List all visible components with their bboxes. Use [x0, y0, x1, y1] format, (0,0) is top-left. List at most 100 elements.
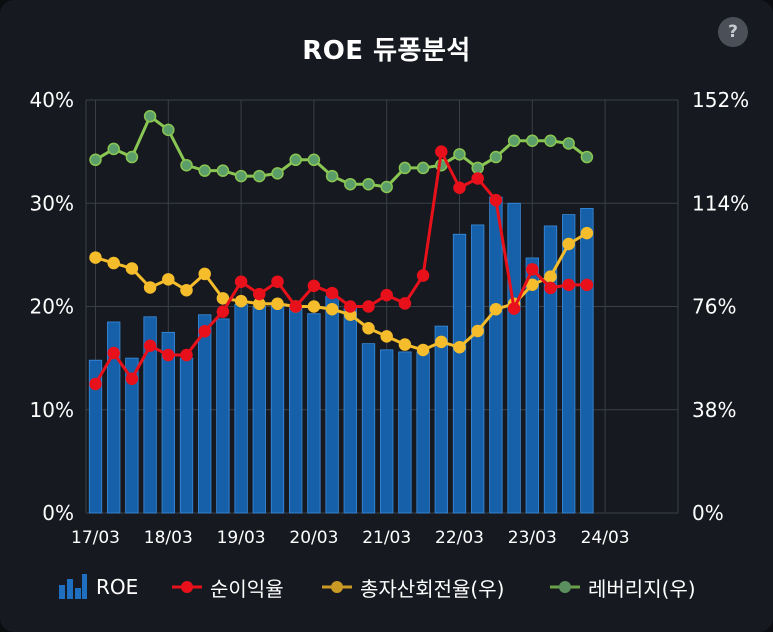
roe-bar: [471, 224, 485, 514]
help-icon[interactable]: ?: [718, 17, 748, 47]
asset-turnover-point: [453, 341, 466, 354]
y-left-tick-label: 20%: [30, 295, 74, 319]
line-marker-icon-green: [550, 581, 580, 593]
leverage-point: [125, 150, 139, 164]
net-margin-point: [416, 269, 430, 282]
leverage-point: [307, 153, 321, 167]
roe-bar: [489, 196, 503, 514]
roe-bar: [252, 306, 266, 514]
net-margin-point: [234, 275, 248, 288]
roe-bar: [107, 321, 121, 514]
leverage-point: [344, 177, 357, 191]
legend-net-margin[interactable]: 순이익율: [172, 572, 284, 602]
net-margin-point: [344, 300, 357, 313]
x-tick-label: 21/03: [362, 528, 411, 548]
asset-turnover-point: [89, 251, 102, 264]
y-right-tick-label: 0%: [692, 501, 724, 525]
net-margin-point: [453, 181, 466, 195]
leverage-line: [94, 114, 588, 189]
legend-label-asset-turnover: 총자산회전율(우): [360, 576, 505, 601]
leverage-point: [234, 169, 248, 183]
asset-turnover-point: [526, 278, 539, 292]
net-margin-point: [125, 372, 139, 386]
axis-ticks: 0% 0% 10% 38% 20% 76% 30% 114% 40% 152% 17/03 18/03…: [30, 88, 750, 548]
roe-bar: [507, 202, 521, 514]
roe-bar: [125, 357, 139, 514]
net-margin-point: [253, 287, 266, 301]
net-margin-point: [325, 286, 339, 300]
roe-bar: [307, 313, 321, 514]
roe-bar: [179, 357, 194, 514]
asset-turnover-point: [162, 273, 175, 286]
leverage-point: [271, 167, 284, 180]
leverage-point: [471, 161, 484, 175]
net-margin-point: [362, 300, 375, 313]
leverage-point: [162, 123, 175, 137]
x-tick-label: 17/03: [71, 528, 120, 548]
x-tick-label: 23/03: [508, 528, 557, 548]
net-margin-point: [289, 300, 302, 313]
legend-leverage[interactable]: 레버리지(우): [550, 572, 696, 602]
x-tick-label: 19/03: [217, 528, 266, 548]
leverage-point: [526, 134, 539, 148]
roe-bar: [580, 208, 594, 514]
leverage-point: [544, 134, 557, 148]
net-margin-point: [580, 278, 594, 292]
asset-turnover-point: [489, 302, 503, 316]
net-margin-point: [489, 193, 503, 207]
y-left-tick-label: 40%: [30, 88, 74, 112]
y-right-tick-label: 76%: [692, 295, 736, 319]
asset-turnover-point: [471, 324, 484, 338]
y-left-tick-label: 0%: [42, 501, 74, 525]
asset-turnover-point: [307, 300, 321, 313]
leverage-point: [143, 110, 157, 123]
roe-bar: [525, 257, 539, 514]
leverage-point: [453, 148, 466, 161]
asset-turnover-point: [198, 267, 211, 281]
asset-turnover-point: [180, 283, 193, 297]
legend-asset-turnover[interactable]: 총자산회전율(우): [322, 572, 504, 602]
net-margin-point: [89, 377, 102, 391]
asset-turnover-point: [544, 270, 557, 283]
asset-turnover-point: [107, 256, 120, 270]
net-margin-point: [526, 263, 539, 276]
y-right-tick-label: 152%: [692, 88, 749, 112]
net-margin-point: [435, 145, 448, 158]
net-margin-point: [180, 348, 193, 362]
asset-turnover-point: [271, 297, 284, 311]
legend-label-net-margin: 순이익율: [210, 576, 284, 601]
asset-turnover-point: [234, 294, 248, 308]
roe-bar: [434, 325, 448, 514]
legend-roe[interactable]: ROE: [58, 572, 138, 602]
leverage-point: [380, 180, 393, 194]
roe-bar: [198, 314, 212, 514]
asset-turnover-point: [362, 321, 375, 335]
leverage-point: [489, 150, 503, 164]
leverage-point: [216, 164, 230, 177]
asset-turnover-point: [216, 292, 230, 305]
roe-bar: [398, 351, 412, 514]
leverage-point: [562, 137, 575, 150]
bar-chart-icon: [59, 574, 87, 599]
asset-turnover-point: [580, 226, 594, 240]
roe-bar: [416, 351, 430, 514]
net-margin-point: [307, 279, 321, 293]
asset-turnover-point: [398, 338, 412, 351]
roe-bar: [216, 318, 230, 514]
leverage-point: [325, 169, 339, 183]
leverage-point: [89, 153, 102, 167]
asset-turnover-point: [416, 343, 430, 357]
net-margin-line: [94, 150, 587, 385]
roe-bar: [361, 343, 376, 514]
line-marker-icon-yellow: [322, 581, 352, 593]
legend-label-roe: ROE: [96, 575, 139, 599]
roe-bar: [234, 304, 248, 514]
asset-turnover-point: [143, 281, 157, 294]
chart-title: ROE 듀퐁분석: [302, 36, 471, 66]
roe-bar: [543, 225, 558, 514]
y-right-tick-label: 38%: [692, 398, 736, 422]
net-margin-point: [471, 172, 484, 185]
net-margin-point: [271, 275, 284, 288]
roe-bar: [270, 305, 285, 514]
